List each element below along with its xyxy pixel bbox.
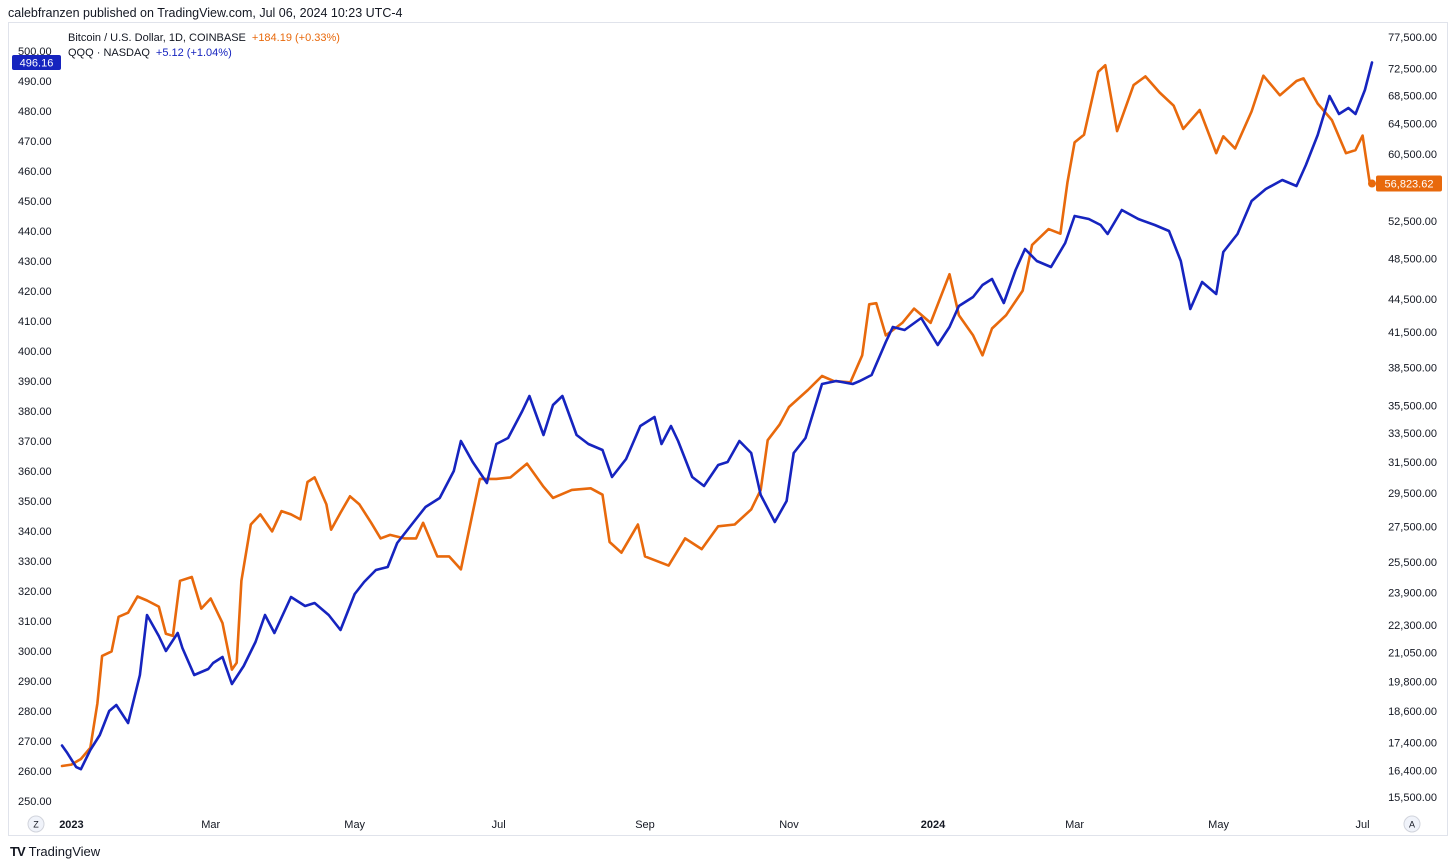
right-axis-tick-11: 31,500.00: [1388, 457, 1437, 469]
right-axis-tick-14: 38,500.00: [1388, 362, 1437, 374]
chart-frame: [8, 22, 1448, 836]
left-axis-tick-17: 420.00: [18, 286, 52, 298]
left-axis-tick-18: 430.00: [18, 256, 52, 268]
brand-name: TradingView: [28, 844, 101, 859]
series-line-btc[interactable]: [60, 63, 1374, 768]
legend-qqq-change: +5.12 (+1.04%): [155, 47, 232, 59]
scale-button-left-label: Z: [33, 820, 39, 830]
right-axis-tick-22: 68,500.00: [1388, 90, 1437, 102]
legend-btc-change: +184.19 (+0.33%): [251, 32, 340, 44]
left-price-axis[interactable]: 250.00 260.00 270.00 280.00 290.00 300.00 310.…: [18, 46, 52, 808]
time-axis-tick-1: Mar: [201, 819, 220, 831]
left-axis-tick-7: 320.00: [18, 586, 52, 598]
scale-button-left[interactable]: [27, 815, 45, 833]
right-axis-tick-7: 23,900.00: [1388, 588, 1437, 600]
time-axis-tick-9: Jul: [1356, 819, 1370, 831]
right-axis-tick-0: 15,500.00: [1388, 792, 1437, 804]
btc-price-badge-label: 56,823.62: [1385, 179, 1434, 191]
right-axis-tick-23: 72,500.00: [1388, 63, 1437, 75]
right-axis-tick-15: 41,500.00: [1388, 327, 1437, 339]
left-axis-tick-19: 440.00: [18, 226, 52, 238]
left-axis-tick-11: 360.00: [18, 466, 52, 478]
time-axis-tick-0: 2023: [59, 819, 83, 831]
left-axis-tick-4: 290.00: [18, 676, 52, 688]
left-axis-tick-1: 260.00: [18, 766, 52, 778]
left-axis-tick-24: 490.00: [18, 76, 52, 88]
left-axis-tick-16: 410.00: [18, 316, 52, 328]
left-axis-tick-6: 310.00: [18, 616, 52, 628]
time-axis-tick-4: Sep: [635, 819, 655, 831]
time-axis-tick-2: May: [344, 819, 365, 831]
left-axis-tick-3: 280.00: [18, 706, 52, 718]
left-axis-tick-21: 460.00: [18, 166, 52, 178]
qqq-price-badge-label: 496.16: [20, 58, 54, 70]
right-axis-tick-6: 22,300.00: [1388, 620, 1437, 632]
qqq-price-badge: [12, 55, 61, 71]
left-axis-tick-10: 350.00: [18, 496, 52, 508]
right-axis-tick-8: 25,500.00: [1388, 557, 1437, 569]
series-last-point-btc: [1368, 179, 1376, 188]
time-axis[interactable]: 2023 Mar May Jul Sep Nov 2024 Mar May Jul: [59, 819, 1369, 831]
right-axis-tick-17: 48,500.00: [1388, 253, 1437, 265]
right-axis-tick-12: 33,500.00: [1388, 428, 1437, 440]
right-axis-tick-13: 35,500.00: [1388, 401, 1437, 413]
right-axis-tick-21: 64,500.00: [1388, 119, 1437, 131]
right-axis-tick-9: 27,500.00: [1388, 521, 1437, 533]
right-price-axis[interactable]: 15,500.00 16,400.00 17,400.00 18,600.00 19,8…: [1388, 32, 1437, 804]
right-axis-tick-16: 44,500.00: [1388, 294, 1437, 306]
left-axis-tick-13: 380.00: [18, 406, 52, 418]
chart-legend: Bitcoin / U.S. Dollar, 1D, COINBASE +184.…: [68, 31, 340, 61]
legend-btc-name: Bitcoin / U.S. Dollar, 1D, COINBASE: [68, 32, 246, 44]
scale-button-right[interactable]: [1403, 815, 1421, 833]
left-axis-tick-20: 450.00: [18, 196, 52, 208]
right-axis-tick-10: 29,500.00: [1388, 488, 1437, 500]
left-axis-tick-0: 250.00: [18, 796, 52, 808]
right-axis-tick-3: 18,600.00: [1388, 706, 1437, 718]
scale-button-right-label: A: [1409, 820, 1415, 830]
legend-row-btc[interactable]: Bitcoin / U.S. Dollar, 1D, COINBASE +184.…: [68, 31, 340, 46]
right-axis-tick-1: 16,400.00: [1388, 765, 1437, 777]
left-axis-tick-5: 300.00: [18, 646, 52, 658]
right-axis-tick-20: 60,500.00: [1388, 149, 1437, 161]
right-axis-tick-4: 19,800.00: [1388, 676, 1437, 688]
left-axis-tick-8: 330.00: [18, 556, 52, 568]
price-badges: 496.16 56,823.62: [12, 55, 1442, 192]
time-axis-tick-6: 2024: [921, 819, 946, 831]
left-axis-tick-23: 480.00: [18, 106, 52, 118]
legend-row-qqq[interactable]: QQQ · NASDAQ +5.12 (+1.04%): [68, 46, 340, 61]
left-axis-tick-22: 470.00: [18, 136, 52, 148]
time-axis-tick-5: Nov: [779, 819, 799, 831]
left-axis-tick-2: 270.00: [18, 736, 52, 748]
time-axis-tick-3: Jul: [492, 819, 506, 831]
left-axis-tick-12: 370.00: [18, 436, 52, 448]
right-axis-tick-2: 17,400.00: [1388, 737, 1437, 749]
legend-qqq-name: QQQ · NASDAQ: [68, 47, 150, 59]
left-axis-tick-14: 390.00: [18, 376, 52, 388]
publish-header: calebfranzen published on TradingView.co…: [8, 6, 403, 20]
left-axis-tick-9: 340.00: [18, 526, 52, 538]
left-axis-tick-15: 400.00: [18, 346, 52, 358]
footer-brand[interactable]: TV TradingView: [10, 844, 100, 859]
btc-price-badge: [1376, 175, 1442, 192]
time-axis-tick-7: Mar: [1065, 819, 1084, 831]
series-line-qqq[interactable]: [60, 61, 1374, 771]
tradingview-logo-icon: TV: [10, 844, 26, 859]
right-axis-tick-5: 21,050.00: [1388, 647, 1437, 659]
left-axis-tick-25: 500.00: [18, 46, 52, 58]
right-axis-tick-24: 77,500.00: [1388, 32, 1437, 44]
right-axis-tick-18: 52,500.00: [1388, 216, 1437, 228]
series-layer: [60, 61, 1376, 771]
time-axis-tick-8: May: [1208, 819, 1229, 831]
